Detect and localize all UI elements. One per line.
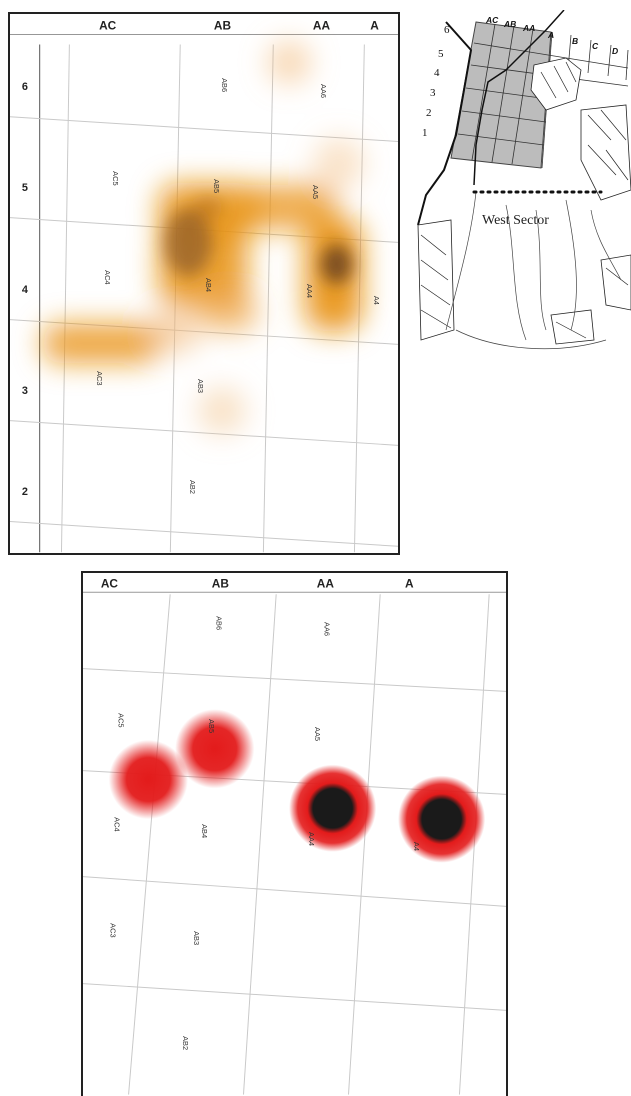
cell-label-ab5: AB5 bbox=[207, 719, 216, 733]
cell-label-ab6: AB6 bbox=[220, 78, 229, 92]
rock-outcrops bbox=[417, 57, 631, 345]
svg-text:D: D bbox=[612, 46, 618, 56]
svg-text:5: 5 bbox=[438, 48, 444, 60]
cell-label-ac5: AC5 bbox=[111, 171, 120, 185]
column-header-ac: AC bbox=[101, 576, 119, 590]
column-header-ab: AB bbox=[214, 19, 232, 33]
row-label-2: 2 bbox=[22, 486, 28, 498]
heat-spots bbox=[108, 709, 486, 863]
cell-label-ab5: AB5 bbox=[212, 179, 221, 193]
row-label-5: 5 bbox=[22, 182, 28, 194]
row-label-3: 3 bbox=[22, 385, 28, 397]
svg-text:6: 6 bbox=[444, 24, 450, 36]
heat-cores bbox=[164, 195, 353, 284]
column-header-ac: AC bbox=[99, 19, 117, 33]
svg-text:A: A bbox=[547, 30, 554, 40]
cell-label-ab3: AB3 bbox=[192, 931, 201, 945]
svg-text:4: 4 bbox=[434, 67, 440, 79]
rock-hatch bbox=[420, 61, 629, 339]
svg-text:B: B bbox=[572, 36, 578, 46]
cell-label-ac4: AC4 bbox=[113, 817, 122, 831]
cell-label-a4: A4 bbox=[412, 842, 421, 851]
row-label-4: 4 bbox=[22, 284, 28, 296]
key-map-svg: West Sector 6 5 4 3 2 1 AC AB AA A B C D bbox=[417, 10, 631, 350]
cell-label-ac5: AC5 bbox=[117, 713, 126, 727]
cell-label-ac3: AC3 bbox=[95, 371, 104, 385]
cell-label-aa5: AA5 bbox=[311, 185, 320, 199]
west-sector-label: West Sector bbox=[482, 213, 549, 228]
svg-text:C: C bbox=[592, 41, 599, 51]
cell-label-aa6: AA6 bbox=[319, 84, 328, 98]
svg-text:AB: AB bbox=[503, 19, 516, 29]
bottom-heatmap-panel: AC AB AA A AB6 AA6 AC5 AB5 AA5 AC4 AB4 A… bbox=[81, 571, 508, 1096]
terrain-contours bbox=[445, 191, 622, 350]
column-header-aa: AA bbox=[317, 576, 335, 590]
site-key-map: West Sector 6 5 4 3 2 1 AC AB AA A B C D bbox=[416, 10, 631, 360]
column-header-aa: AA bbox=[313, 19, 331, 33]
cell-label-ab4: AB4 bbox=[204, 278, 213, 292]
river-line bbox=[417, 21, 473, 226]
cell-label-ac4: AC4 bbox=[103, 270, 112, 284]
cell-label-ab6: AB6 bbox=[215, 616, 224, 630]
channel-line bbox=[473, 10, 565, 186]
column-header-a: A bbox=[370, 19, 379, 33]
bottom-heatmap-svg: AC AB AA A AB6 AA6 AC5 AB5 AA5 AC4 AB4 A… bbox=[83, 576, 506, 1095]
top-heatmap-svg: AC AB AA A 6 5 4 3 2 AB6 AA6 AC5 AB5 AA5… bbox=[10, 19, 398, 553]
cell-label-ab3: AB3 bbox=[196, 379, 205, 393]
cell-label-ac3: AC3 bbox=[109, 923, 118, 937]
svg-text:3: 3 bbox=[430, 87, 436, 99]
column-header-a: A bbox=[405, 576, 414, 590]
cell-label-ab2: AB2 bbox=[181, 1036, 190, 1050]
svg-text:AA: AA bbox=[522, 23, 535, 33]
cell-label-aa5: AA5 bbox=[313, 727, 322, 741]
cell-label-ab4: AB4 bbox=[200, 824, 209, 838]
cell-label-ab2: AB2 bbox=[188, 480, 197, 494]
cell-label-aa4: AA4 bbox=[305, 284, 314, 298]
top-heatmap-panel: AC AB AA A 6 5 4 3 2 AB6 AA6 AC5 AB5 AA5… bbox=[8, 12, 400, 555]
key-column-letters: AC AB AA A B C D bbox=[485, 15, 618, 56]
cell-label-aa6: AA6 bbox=[323, 622, 332, 636]
svg-text:2: 2 bbox=[426, 107, 432, 119]
cell-label-aa4: AA4 bbox=[307, 832, 316, 846]
svg-text:AC: AC bbox=[485, 15, 499, 25]
svg-text:1: 1 bbox=[422, 127, 428, 139]
column-header-ab: AB bbox=[212, 576, 230, 590]
key-row-numbers: 6 5 4 3 2 1 bbox=[422, 24, 450, 139]
row-label-6: 6 bbox=[22, 81, 28, 93]
cell-label-a4: A4 bbox=[372, 296, 381, 305]
